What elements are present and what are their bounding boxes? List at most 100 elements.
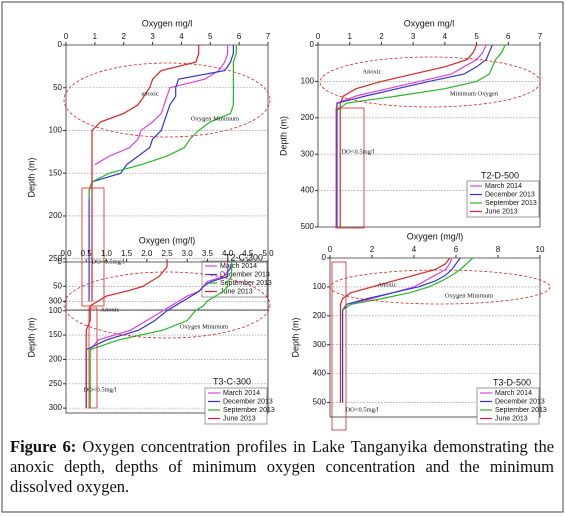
oxygen-minimum-label: Oxygen Minimum: [191, 115, 239, 122]
legend-label: December 2013: [485, 191, 535, 198]
profile-line: [342, 257, 461, 403]
legend-label: June 2013: [223, 415, 256, 422]
x-tick-label: 3.0: [182, 249, 194, 258]
low-do-label: DO<0.5mg/l: [341, 148, 374, 155]
y-tick-label: 300: [301, 149, 315, 158]
y-tick-label: 300: [49, 403, 63, 412]
x-tick-label: 10: [536, 245, 545, 254]
profile-line: [91, 45, 200, 302]
profile-line: [339, 44, 478, 227]
caption-label: Figure 6:: [10, 437, 77, 456]
x-tick-label: 0.5: [81, 249, 93, 258]
x-tick-label: 1.5: [121, 249, 133, 258]
legend-label: September 2013: [223, 407, 275, 414]
oxygen-minimum-label: Oxygen Minimum: [445, 292, 493, 299]
y-tick-label: 50: [53, 83, 62, 92]
caption-text: Oxygen concentration profiles in Lake Ta…: [10, 437, 555, 496]
low-do-box: [88, 307, 98, 409]
y-tick-label: 400: [301, 186, 315, 195]
anoxic-label: anoxic: [141, 90, 158, 97]
x-tick-label: 2.0: [141, 249, 153, 258]
y-tick-label: 0: [322, 253, 327, 262]
profile-line: [336, 44, 487, 111]
station-label: T2-D-500: [481, 170, 519, 180]
x-tick-label: 1.0: [101, 249, 113, 258]
x-tick-label: 0: [316, 32, 321, 41]
x-tick-label: 3: [150, 32, 155, 41]
legend-label: December 2013: [495, 398, 545, 405]
legend-label: June 2013: [485, 208, 518, 215]
x-tick-label: 6: [454, 245, 459, 254]
anoxic-zone: [329, 269, 551, 305]
x-tick-label: 1: [347, 32, 352, 41]
y-axis-title: Depth (m): [26, 157, 36, 197]
legend-label: March 2014: [223, 390, 260, 397]
x-tick-label: 3: [411, 32, 416, 41]
x-axis-title: Oxygen mg/l: [404, 18, 455, 28]
legend-label: September 2013: [220, 280, 272, 287]
x-axis-title: Oxygen (mg/l): [407, 231, 464, 241]
x-tick-label: 2.5: [161, 249, 173, 258]
x-tick-label: 7: [266, 32, 271, 41]
legend-label: December 2013: [220, 271, 270, 278]
y-tick-label: 100: [49, 306, 63, 315]
x-tick-label: 0: [64, 32, 69, 41]
low-do-label: DO<0.5mg/l: [83, 386, 116, 393]
legend-label: March 2014: [495, 390, 532, 397]
x-tick-label: 6: [237, 32, 242, 41]
x-tick-label: 2: [379, 32, 384, 41]
y-tick-label: 300: [49, 297, 63, 306]
y-tick-label: 300: [313, 340, 327, 349]
x-tick-label: 5: [474, 32, 479, 41]
legend-box: [476, 387, 540, 425]
y-axis-title: Depth (m): [290, 317, 300, 357]
x-axis-title: Oxygen mg/l: [142, 18, 193, 28]
anoxic-zone: [63, 62, 271, 138]
station-label: T3-D-500: [493, 377, 531, 387]
x-tick-label: 3.5: [202, 249, 214, 258]
y-tick-label: 0: [58, 40, 63, 49]
y-tick-label: 200: [313, 311, 327, 320]
x-tick-label: 4: [412, 245, 417, 254]
x-tick-label: 4.0: [222, 249, 234, 258]
legend-label: September 2013: [495, 407, 547, 414]
legend-label: June 2013: [220, 288, 253, 295]
x-axis-title: Oxygen (mg/l): [139, 235, 196, 245]
y-axis-title: Depth (m): [26, 317, 36, 357]
station-label: T2-C-300: [225, 252, 263, 262]
y-tick-label: 200: [49, 355, 63, 364]
anoxic-zone: [63, 271, 271, 339]
x-tick-label: 4.5: [242, 249, 254, 258]
anoxic-label: Anoxic: [362, 68, 381, 75]
profile-line: [85, 262, 168, 409]
y-tick-label: 500: [313, 398, 327, 407]
y-tick-label: 50: [53, 281, 62, 290]
oxygen-minimum-label: Oxygen Minimum: [180, 323, 228, 330]
x-tick-label: 2: [121, 32, 126, 41]
x-tick-label: 1: [93, 32, 98, 41]
profile-line: [89, 262, 229, 351]
y-tick-label: 0: [58, 257, 63, 266]
x-tick-label: 4: [443, 32, 448, 41]
x-tick-label: 0.0: [60, 249, 72, 258]
x-tick-label: 5: [208, 32, 213, 41]
station-label: T3-C-300: [213, 376, 251, 386]
y-axis-title: Depth (m): [278, 116, 288, 156]
y-tick-label: 200: [301, 113, 315, 122]
low-do-box: [331, 261, 347, 431]
legend-label: December 2013: [223, 398, 273, 405]
legend-label: March 2014: [220, 263, 257, 270]
x-tick-label: 2: [370, 245, 375, 254]
profile-line: [336, 44, 506, 111]
profile-line: [342, 257, 453, 311]
x-tick-label: 5.0: [262, 249, 274, 258]
y-tick-label: 200: [49, 211, 63, 220]
profile-line: [342, 257, 474, 311]
y-tick-label: 100: [301, 77, 315, 86]
y-tick-label: 150: [49, 330, 63, 339]
legend-label: September 2013: [485, 200, 537, 207]
anoxic-zone: [319, 56, 541, 108]
